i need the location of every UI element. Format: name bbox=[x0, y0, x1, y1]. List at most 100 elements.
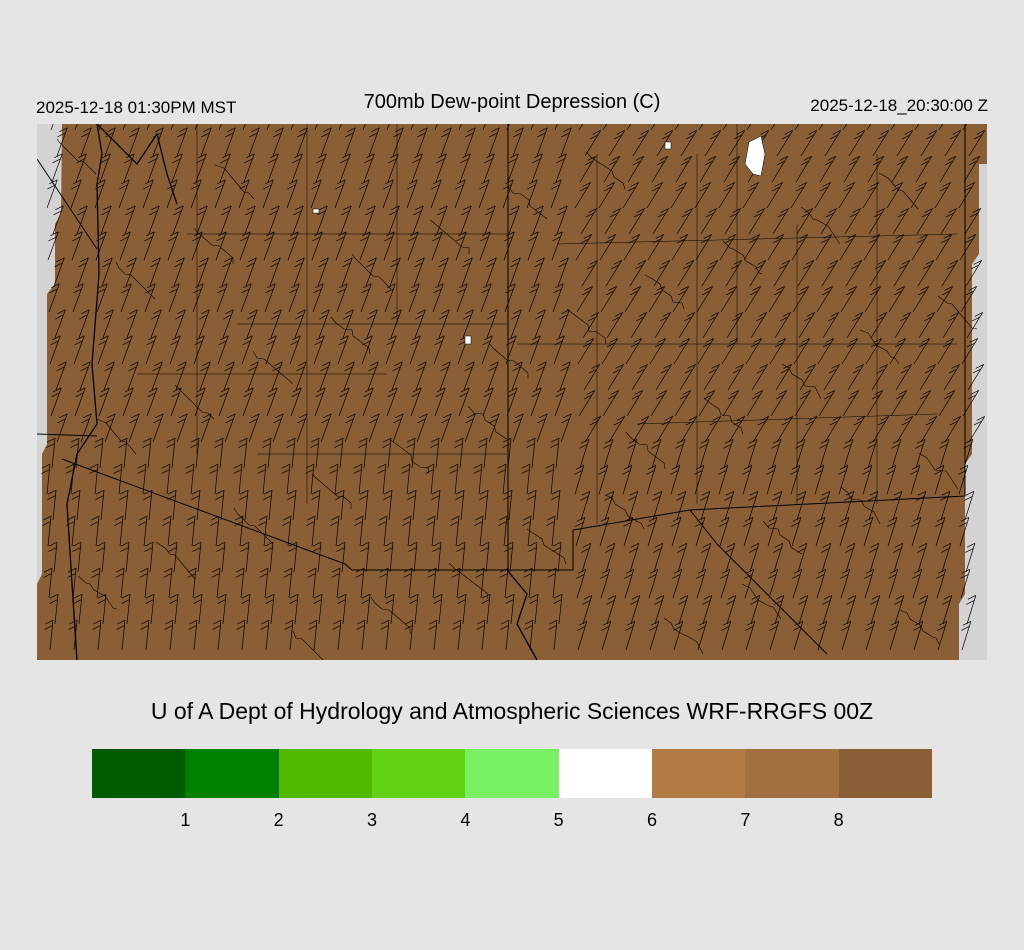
wind-barb bbox=[147, 438, 152, 469]
wind-barb bbox=[819, 156, 836, 183]
wind-barb-flag bbox=[475, 573, 484, 578]
wind-barb-flag bbox=[779, 316, 789, 322]
wind-barb-flag bbox=[291, 283, 300, 289]
wind-barb-flag bbox=[721, 569, 731, 574]
wind-barb-flag bbox=[76, 335, 85, 341]
wind-barb-flag bbox=[343, 314, 352, 320]
wind-barb bbox=[582, 595, 593, 625]
wind-barb-flag bbox=[155, 127, 164, 133]
wind-barb-flag bbox=[961, 626, 970, 631]
wind-barb-flag bbox=[485, 387, 494, 393]
wind-barb-flag bbox=[311, 489, 321, 495]
wind-barb-flag bbox=[319, 205, 328, 211]
wind-barb bbox=[365, 257, 377, 287]
wind-barb-flag bbox=[107, 127, 116, 133]
wind-barb bbox=[291, 438, 296, 469]
wind-barb bbox=[71, 231, 83, 261]
wind-barb-flag bbox=[250, 361, 259, 367]
wind-barb-flag bbox=[729, 212, 739, 218]
wind-barb-flag bbox=[727, 394, 737, 400]
wind-barb bbox=[622, 465, 633, 495]
wind-barb-flag bbox=[916, 238, 926, 244]
wind-barb-flag bbox=[337, 179, 346, 185]
wind-barb-flag bbox=[768, 574, 777, 579]
wind-barb bbox=[339, 153, 351, 183]
wind-barb bbox=[699, 439, 710, 469]
wind-barb-flag bbox=[306, 515, 316, 521]
wind-barb-flag bbox=[901, 260, 910, 265]
wind-barb bbox=[632, 130, 649, 157]
wind-barb-flag bbox=[401, 469, 410, 474]
wind-barb bbox=[387, 438, 392, 469]
wind-barb-flag bbox=[408, 541, 418, 547]
wind-barb bbox=[124, 205, 136, 235]
wind-barb bbox=[605, 543, 616, 573]
wind-barb-flag bbox=[684, 208, 693, 213]
wind-barb-flag bbox=[925, 260, 934, 265]
wind-barb bbox=[647, 234, 664, 261]
wind-barb-flag bbox=[455, 489, 465, 495]
wind-barb-flag bbox=[203, 127, 212, 133]
wind-barb bbox=[384, 568, 389, 599]
wind-barb bbox=[150, 594, 155, 625]
wind-barb-flag bbox=[940, 439, 950, 444]
wind-barb-flag bbox=[273, 418, 282, 424]
wind-barb-flag bbox=[853, 134, 863, 140]
wind-barb-flag bbox=[235, 573, 244, 578]
wind-barb bbox=[407, 231, 419, 261]
wind-barb-flag bbox=[395, 413, 404, 419]
wind-barb-flag bbox=[452, 619, 462, 625]
wind-barb-flag bbox=[972, 208, 981, 213]
wind-barb-flag bbox=[41, 469, 50, 474]
wind-barb-flag bbox=[524, 625, 533, 630]
wind-barb bbox=[958, 465, 969, 495]
wind-barb bbox=[367, 361, 379, 391]
wind-barb bbox=[528, 568, 533, 599]
wind-barb-flag bbox=[354, 521, 363, 526]
wind-barb bbox=[700, 208, 717, 235]
wind-barb bbox=[653, 260, 670, 287]
wind-barb bbox=[962, 390, 979, 417]
wind-barb-flag bbox=[646, 470, 655, 475]
wind-barb-flag bbox=[341, 387, 350, 393]
wind-barb bbox=[364, 490, 369, 521]
wind-barb-flag bbox=[243, 392, 252, 398]
wind-barb-flag bbox=[188, 625, 197, 630]
wind-barb-flag bbox=[876, 368, 886, 374]
wind-barb-flag bbox=[743, 465, 753, 470]
wind-barb bbox=[555, 438, 560, 469]
wind-barb-flag bbox=[896, 286, 905, 291]
wind-barb bbox=[532, 205, 544, 235]
wind-barb-flag bbox=[867, 186, 877, 192]
wind-barb-flag bbox=[292, 158, 301, 164]
wind-barb-flag bbox=[586, 264, 596, 270]
wind-barb-flag bbox=[289, 593, 299, 599]
wind-barb-flag bbox=[50, 340, 59, 346]
wind-barb bbox=[341, 257, 353, 287]
wind-barb-flag bbox=[754, 390, 763, 395]
wind-barb-flag bbox=[935, 522, 944, 527]
wind-barb-flag bbox=[551, 495, 560, 500]
wind-barb-flag bbox=[539, 127, 548, 133]
wind-barb bbox=[870, 595, 881, 625]
wind-barb-flag bbox=[750, 182, 759, 187]
wind-barb bbox=[790, 465, 801, 495]
wind-barb-flag bbox=[847, 394, 857, 400]
wind-barb-flag bbox=[144, 236, 153, 242]
wind-barb-flag bbox=[777, 212, 787, 218]
wind-barb-flag bbox=[936, 517, 946, 522]
wind-barb-flag bbox=[269, 387, 278, 393]
wind-barb bbox=[171, 438, 176, 469]
wind-barb bbox=[698, 124, 704, 131]
wind-barb-flag bbox=[52, 335, 61, 341]
wind-barb bbox=[431, 231, 443, 261]
wind-barb bbox=[434, 124, 438, 131]
wind-barb bbox=[455, 231, 467, 261]
wind-barb bbox=[750, 312, 767, 339]
wind-barb-flag bbox=[163, 567, 173, 573]
wind-barb bbox=[359, 231, 371, 261]
wind-barb-flag bbox=[363, 392, 372, 398]
wind-barb bbox=[892, 208, 909, 235]
wind-barb-flag bbox=[149, 210, 158, 216]
wind-barb-flag bbox=[640, 416, 649, 421]
